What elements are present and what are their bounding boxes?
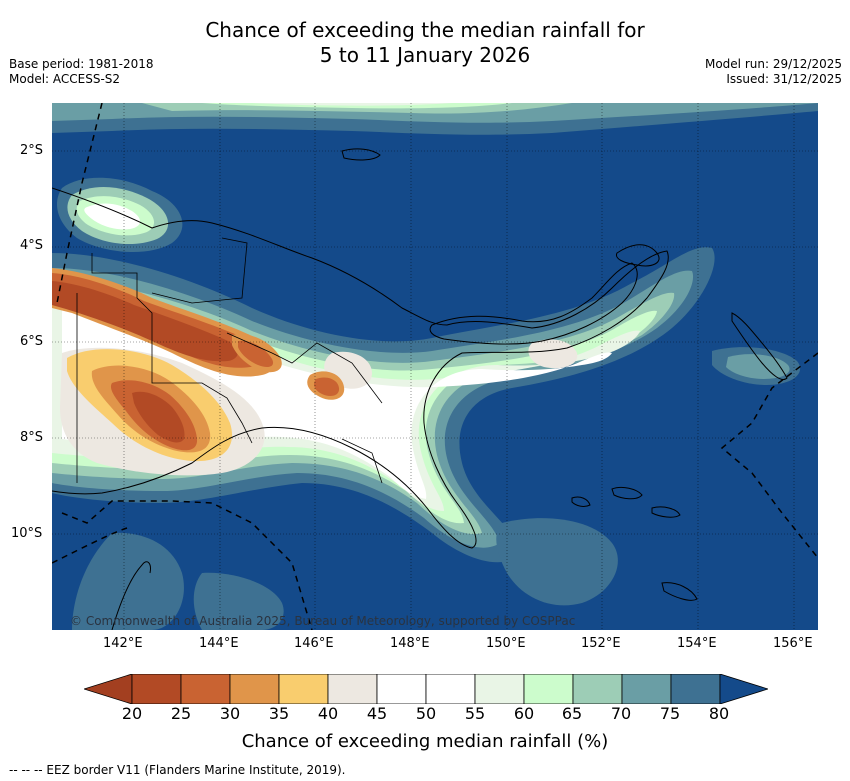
colorbar-bin [621, 674, 672, 704]
lon-label-148e: 148°E [390, 636, 430, 651]
colorbar-bin [376, 674, 427, 704]
copyright-credit: © Commonwealth of Australia 2025, Bureau… [70, 614, 576, 628]
meta-right: Model run: 29/12/2025 Issued: 31/12/2025 [705, 57, 842, 87]
colorbar-extend-high [719, 674, 768, 704]
cbar-tick-25: 25 [170, 704, 192, 723]
lon-label-144e: 144°E [199, 636, 239, 651]
cbar-tick-80: 80 [708, 704, 730, 723]
cbar-tick-75: 75 [659, 704, 681, 723]
lat-label-8s: 8°S [20, 430, 44, 445]
lon-label-150e: 150°E [486, 636, 526, 651]
lat-label-4s: 4°S [20, 238, 44, 253]
cbar-tick-65: 65 [561, 704, 583, 723]
lat-label-2s: 2°S [20, 143, 44, 158]
rainfall-map [52, 103, 818, 630]
cbar-tick-50: 50 [415, 704, 437, 723]
base-period: Base period: 1981-2018 [9, 57, 154, 71]
lat-label-10s: 10°S [11, 526, 43, 541]
colorbar-bin [474, 674, 525, 704]
colorbar-bin [229, 674, 280, 704]
colorbar-bin [180, 674, 231, 704]
cbar-tick-55: 55 [464, 704, 486, 723]
colorbar-bin [523, 674, 574, 704]
lon-label-156e: 156°E [773, 636, 813, 651]
lon-label-146e: 146°E [294, 636, 334, 651]
model-run: Model run: 29/12/2025 [704, 57, 842, 71]
issued-date: Issued: 31/12/2025 [726, 72, 842, 86]
cbar-tick-20: 20 [121, 704, 143, 723]
colorbar-extend-low [84, 674, 133, 704]
colorbar-bin [670, 674, 721, 704]
lon-label-142e: 142°E [103, 636, 143, 651]
colorbar-bin [572, 674, 623, 704]
colorbar [84, 674, 768, 704]
cbar-tick-35: 35 [268, 704, 290, 723]
colorbar-bin [131, 674, 182, 704]
map-svg [52, 103, 818, 630]
map-title: Chance of exceeding the median rainfall … [0, 18, 850, 68]
colorbar-label: Chance of exceeding median rainfall (%) [241, 731, 609, 752]
colorbar-bin [425, 674, 476, 704]
cbar-tick-60: 60 [513, 704, 535, 723]
cbar-tick-45: 45 [366, 704, 388, 723]
lon-label-152e: 152°E [581, 636, 621, 651]
cbar-tick-40: 40 [317, 704, 339, 723]
lon-label-154e: 154°E [677, 636, 717, 651]
title-line-1: Chance of exceeding the median rainfall … [205, 18, 645, 42]
title-line-2: 5 to 11 January 2026 [319, 43, 531, 67]
cbar-tick-70: 70 [610, 704, 632, 723]
meta-left: Base period: 1981-2018 Model: ACCESS-S2 [9, 57, 154, 87]
colorbar-bin [278, 674, 329, 704]
lat-label-6s: 6°S [20, 334, 44, 349]
cbar-tick-30: 30 [219, 704, 241, 723]
model-name: Model: ACCESS-S2 [9, 72, 121, 86]
eez-legend-note: -- -- -- EEZ border V11 (Flanders Marine… [9, 763, 346, 777]
colorbar-bin [327, 674, 378, 704]
